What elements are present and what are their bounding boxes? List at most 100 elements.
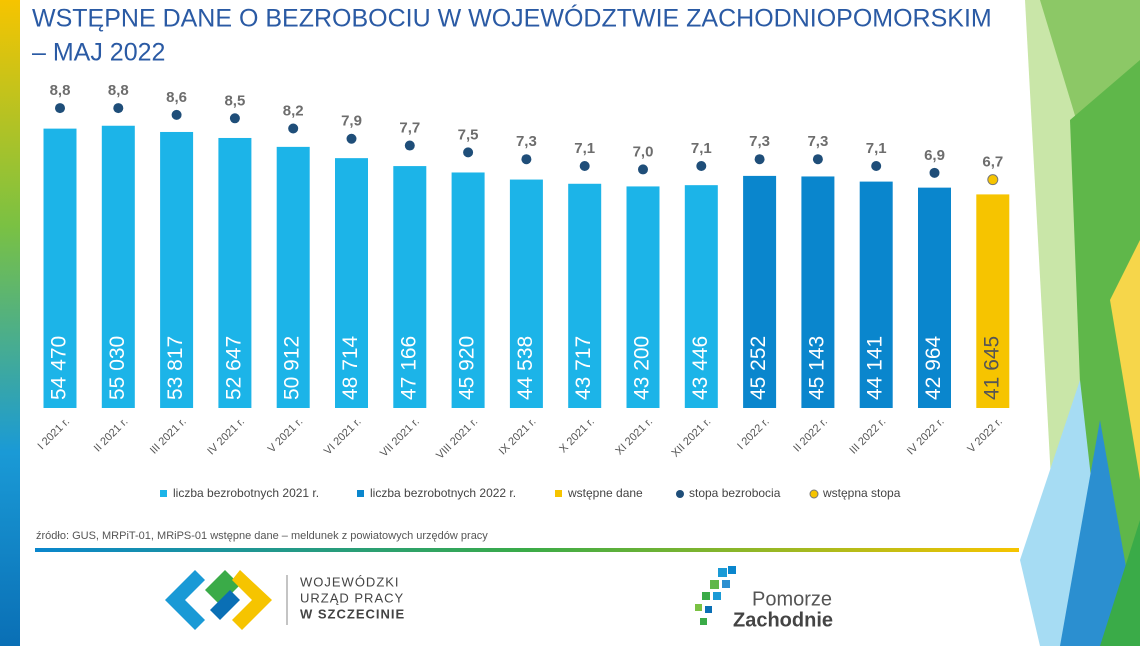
rate-label: 8,5 [224, 92, 245, 109]
x-tick-label: VIII 2021 r. [434, 416, 480, 462]
bar-value-label: 44 141 [864, 336, 887, 400]
rate-label: 7,9 [341, 113, 362, 130]
x-tick-label: VI 2021 r. [322, 416, 364, 458]
bar-value-label: 45 143 [805, 336, 828, 400]
x-tick-label: IV 2021 r. [205, 416, 247, 458]
rate-label: 8,8 [50, 82, 71, 99]
rate-label: 7,1 [866, 140, 887, 157]
x-tick-label: V 2022 r. [965, 416, 1005, 456]
bar-value-label: 43 446 [689, 336, 712, 400]
bar [743, 175, 777, 408]
rate-label: 6,7 [982, 154, 1003, 171]
rate-dot [404, 140, 415, 151]
bar-value-label: 48 714 [339, 335, 362, 400]
bar [218, 137, 252, 408]
rate-dot [696, 161, 707, 172]
bar [101, 125, 135, 408]
x-tick-label: IX 2021 r. [497, 416, 539, 458]
rate-dot [171, 109, 182, 120]
rate-dot [113, 103, 124, 114]
logo-text: Pomorze [752, 588, 832, 610]
wup-logo [165, 570, 288, 630]
bar [859, 181, 893, 408]
bar-value-label: 42 964 [922, 335, 945, 400]
bar-value-label: 44 538 [514, 336, 537, 400]
x-tick-label: I 2021 r. [36, 416, 73, 453]
title: – MAJ 2022 [32, 39, 165, 67]
rate-label: 7,5 [458, 126, 479, 143]
rate-label: 7,1 [574, 140, 595, 157]
divider [35, 548, 1019, 552]
legend-label: wstępna stopa [822, 486, 901, 500]
rate-label: 8,8 [108, 82, 129, 99]
rate-dot [288, 123, 299, 134]
rate-label: 7,3 [807, 133, 828, 150]
legend-swatch [809, 489, 819, 499]
rate-label: 7,3 [516, 133, 537, 150]
bar-value-label: 43 200 [631, 336, 654, 400]
x-tick-label: III 2022 r. [847, 416, 888, 457]
x-tick-label: XII 2021 r. [670, 416, 714, 460]
x-tick-label: I 2022 r. [735, 416, 772, 453]
rate-dot [463, 147, 474, 158]
bar-value-label: 47 166 [397, 336, 420, 400]
logo-text: WOJEWÓDZKI [300, 574, 400, 589]
x-tick-label: II 2022 r. [791, 416, 830, 455]
logo-text: URZĄD PRACY [300, 590, 404, 605]
rate-dot [929, 167, 940, 178]
title: WSTĘPNE DANE O BEZROBOCIU W WOJEWÓDZTWIE… [32, 4, 992, 33]
legend-label: stopa bezrobocia [689, 486, 781, 500]
rate-label: 7,0 [633, 143, 654, 160]
rate-dot [812, 154, 823, 165]
bar [451, 172, 485, 408]
logo-text: Zachodnie [733, 609, 833, 631]
legend-swatch [676, 490, 684, 498]
bar [393, 166, 427, 408]
rate-label: 7,3 [749, 133, 770, 150]
bar-value-label: 41 645 [980, 336, 1003, 400]
plot: I 2021 r. II 2021 r. III 2021 r. IV 2021 r.… [36, 82, 1010, 500]
bar-value-label: 45 252 [747, 336, 770, 400]
rate-label: 8,2 [283, 102, 304, 119]
bar-value-label: 50 912 [281, 336, 304, 400]
bar-value-label: 55 030 [106, 336, 129, 400]
rate-dot [579, 161, 590, 172]
left-stripe [0, 0, 20, 646]
source-note: źródło: GUS, MRPiT-01, MRiPS-01 wstępne … [36, 530, 488, 542]
rate-dot [987, 174, 999, 186]
rate-dot [229, 113, 240, 124]
bar [918, 187, 951, 408]
legend-swatch [357, 490, 364, 497]
bar-value-label: 45 920 [456, 336, 479, 400]
legend-label: wstępne dane [567, 486, 643, 500]
bar [684, 185, 718, 408]
x-tick-label: IV 2022 r. [905, 416, 947, 458]
bar [160, 131, 194, 408]
rate-dot [521, 154, 532, 165]
x-tick-label: V 2021 r. [266, 416, 306, 456]
rate-dot [871, 161, 882, 172]
legend-swatch [160, 490, 167, 497]
legend-label: liczba bezrobotnych 2021 r. [173, 486, 319, 500]
bar [568, 183, 602, 408]
x-tick-label: X 2021 r. [557, 416, 597, 456]
rate-dot [55, 103, 65, 114]
x-tick-label: III 2021 r. [148, 416, 189, 457]
logo-text: W SZCZECINIE [300, 606, 405, 621]
bar [43, 128, 77, 408]
legend-swatch [555, 490, 562, 497]
bar [509, 179, 543, 408]
rate-label: 7,7 [399, 120, 420, 137]
rate-dot [638, 164, 648, 175]
bar-value-label: 52 647 [222, 336, 245, 400]
pz-logo [695, 566, 736, 625]
rate-label: 6,9 [924, 147, 945, 164]
bar [976, 194, 1010, 408]
right-decoration [1020, 0, 1140, 646]
bar-value-label: 54 470 [48, 336, 71, 400]
legend-label: liczba bezrobotnych 2022 r. [370, 486, 516, 500]
bar [626, 186, 660, 408]
x-tick-label: VII 2021 r. [378, 416, 422, 460]
bar [335, 158, 368, 408]
